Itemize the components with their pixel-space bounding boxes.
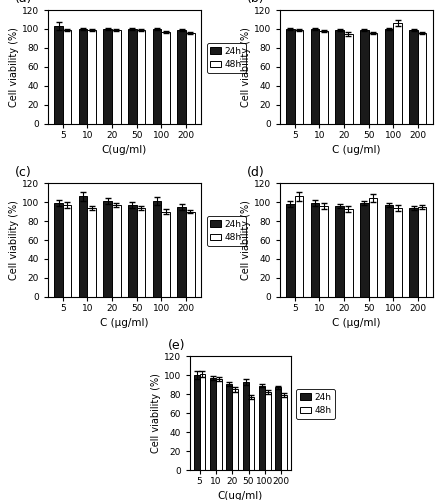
X-axis label: C (μg/ml): C (μg/ml) bbox=[332, 318, 381, 328]
Bar bbox=[369, 198, 377, 297]
Bar bbox=[295, 196, 303, 297]
Bar bbox=[153, 201, 161, 297]
Bar bbox=[259, 386, 265, 470]
Bar bbox=[385, 205, 393, 297]
Bar bbox=[104, 29, 112, 124]
Bar bbox=[418, 33, 427, 124]
Bar bbox=[104, 201, 112, 297]
Text: (a): (a) bbox=[14, 0, 32, 6]
Bar bbox=[112, 205, 121, 297]
Bar bbox=[54, 203, 63, 297]
Bar bbox=[226, 384, 232, 470]
Bar bbox=[275, 388, 281, 470]
Y-axis label: Cell viability (%): Cell viability (%) bbox=[9, 200, 19, 280]
Bar bbox=[311, 29, 319, 124]
Bar bbox=[281, 395, 287, 470]
Bar bbox=[360, 30, 369, 124]
Bar bbox=[319, 31, 328, 124]
X-axis label: C(ug/ml): C(ug/ml) bbox=[218, 492, 263, 500]
Bar bbox=[369, 33, 377, 124]
Legend: 24h, 48h: 24h, 48h bbox=[296, 389, 335, 419]
Bar bbox=[319, 206, 328, 297]
Bar bbox=[63, 30, 72, 124]
Bar bbox=[295, 30, 303, 124]
Bar bbox=[216, 379, 222, 470]
Bar bbox=[63, 205, 72, 297]
Bar bbox=[265, 392, 271, 470]
Bar bbox=[137, 208, 145, 297]
Bar bbox=[344, 34, 353, 124]
Bar bbox=[137, 30, 145, 124]
Bar bbox=[128, 205, 137, 297]
Bar bbox=[409, 208, 418, 297]
Bar bbox=[177, 30, 186, 124]
Y-axis label: Cell viability (%): Cell viability (%) bbox=[241, 200, 251, 280]
Bar bbox=[210, 378, 216, 470]
Bar bbox=[128, 29, 137, 124]
Bar bbox=[79, 29, 87, 124]
Text: (d): (d) bbox=[246, 166, 264, 178]
Bar bbox=[409, 30, 418, 124]
X-axis label: C(ug/ml): C(ug/ml) bbox=[102, 146, 147, 156]
Text: (c): (c) bbox=[14, 166, 31, 178]
Bar bbox=[87, 30, 96, 124]
Y-axis label: Cell viability (%): Cell viability (%) bbox=[151, 373, 161, 453]
Bar bbox=[161, 212, 170, 297]
Bar bbox=[311, 203, 319, 297]
Legend: 24h, 48h: 24h, 48h bbox=[207, 216, 246, 246]
Bar bbox=[243, 382, 249, 470]
Bar bbox=[194, 375, 200, 470]
Bar bbox=[393, 24, 402, 124]
Bar bbox=[177, 207, 186, 297]
Bar bbox=[87, 208, 96, 297]
Bar bbox=[344, 208, 353, 297]
X-axis label: C (ug/ml): C (ug/ml) bbox=[332, 146, 381, 156]
Bar bbox=[161, 32, 170, 124]
Bar bbox=[336, 206, 344, 297]
Bar bbox=[360, 203, 369, 297]
Bar bbox=[418, 207, 427, 297]
Legend: 24h, 48h: 24h, 48h bbox=[207, 43, 246, 72]
Bar bbox=[286, 29, 295, 124]
Bar bbox=[186, 212, 194, 297]
Bar bbox=[393, 208, 402, 297]
X-axis label: C (μg/ml): C (μg/ml) bbox=[100, 318, 149, 328]
Bar bbox=[336, 30, 344, 124]
Text: (b): (b) bbox=[246, 0, 264, 6]
Bar bbox=[54, 26, 63, 124]
Y-axis label: Cell viability (%): Cell viability (%) bbox=[9, 27, 19, 107]
Bar bbox=[385, 29, 393, 124]
Bar bbox=[249, 397, 254, 470]
Y-axis label: Cell viability (%): Cell viability (%) bbox=[241, 27, 251, 107]
Text: (e): (e) bbox=[167, 338, 185, 351]
Bar bbox=[153, 29, 161, 124]
Bar bbox=[286, 204, 295, 297]
Bar bbox=[232, 390, 238, 470]
Bar bbox=[186, 33, 194, 124]
Bar bbox=[200, 374, 205, 470]
Bar bbox=[79, 196, 87, 297]
Bar bbox=[112, 30, 121, 124]
